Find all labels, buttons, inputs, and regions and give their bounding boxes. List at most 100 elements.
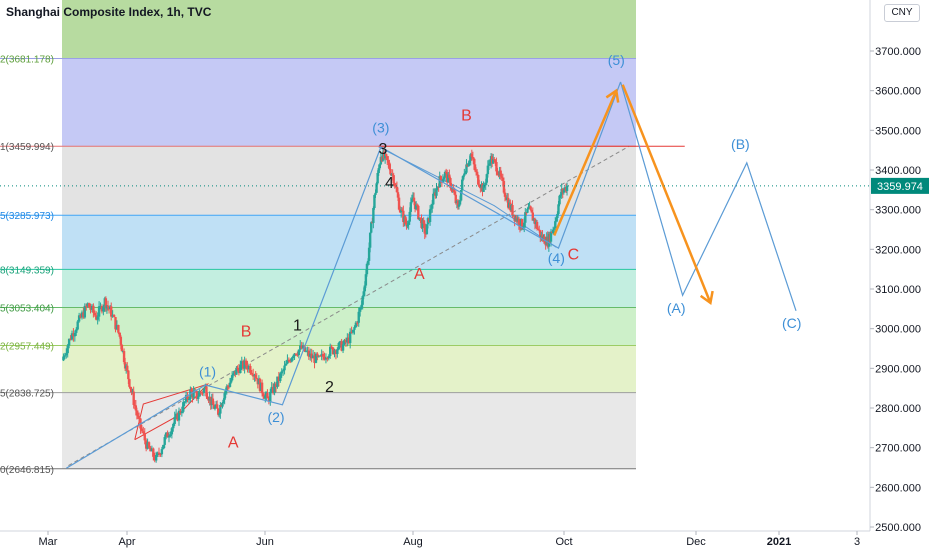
candle-body (186, 394, 189, 400)
candle-body (254, 375, 257, 378)
candle-body (341, 344, 345, 351)
candle-body (373, 194, 376, 209)
candle-body (154, 455, 158, 461)
candle-body (483, 184, 486, 186)
wave-label-blue: (C) (782, 315, 801, 331)
candle-body (402, 210, 405, 223)
candle-body (388, 162, 391, 170)
x-axis-tick-label: Aug (403, 536, 423, 548)
candle-body (301, 345, 305, 349)
candle-body (130, 389, 133, 393)
x-axis-tick-label: Dec (686, 536, 706, 548)
candle-body (134, 405, 138, 411)
fib-band (62, 58, 636, 147)
candle-body (306, 350, 309, 352)
candle-body (317, 355, 320, 357)
candle-body (562, 189, 566, 193)
candle-body (314, 353, 318, 363)
candle-body (169, 434, 172, 436)
candle-body (213, 406, 217, 409)
drawings-layer (68, 145, 685, 466)
candle-body (146, 442, 149, 449)
candle-body (354, 322, 358, 328)
candle-body (511, 205, 514, 216)
candle-body (556, 213, 559, 219)
orange-arrow-head (699, 290, 714, 306)
candle-body (478, 184, 481, 187)
fib-band (62, 345, 636, 393)
candle-body (118, 332, 121, 337)
candle-body (192, 391, 195, 398)
candle-body (83, 305, 87, 318)
candle-body (67, 338, 71, 346)
candle-body (296, 354, 299, 356)
candle-body (395, 186, 399, 193)
candle-body (458, 200, 462, 205)
candle-body (293, 353, 296, 357)
candle-body (375, 183, 378, 193)
candle-body (76, 321, 79, 330)
candle-body (229, 380, 233, 383)
candle-body (227, 386, 231, 388)
candle-body (462, 175, 465, 180)
candle-body (167, 435, 171, 438)
candle-body (173, 416, 176, 424)
candle-body (464, 172, 467, 174)
candle-body (494, 160, 497, 162)
candle-body (482, 185, 485, 192)
candle-body (360, 304, 363, 308)
candle-body (459, 190, 463, 201)
candle-body (147, 442, 151, 448)
candle-body (366, 260, 370, 264)
candle-body (264, 395, 267, 399)
fib-level-label: 5(3053.404) (0, 303, 54, 314)
candle-body (363, 285, 367, 292)
candle-body (453, 192, 456, 195)
fib-band (62, 269, 636, 308)
y-axis-tick-label: 2700.000 (875, 443, 921, 455)
y-axis-tick-label: 2600.000 (875, 482, 921, 494)
candle-body (383, 153, 387, 159)
candle-body (176, 413, 179, 421)
fib-level-label: 2(3681.178) (0, 54, 54, 65)
candle-body (69, 338, 72, 340)
candle-body (377, 168, 380, 173)
candle-body (87, 303, 91, 308)
candle-body (291, 356, 295, 358)
candle-body (324, 357, 328, 360)
candle-body (350, 331, 353, 333)
candle-body (300, 345, 303, 349)
candle-body (182, 402, 185, 412)
candle-body (316, 353, 319, 357)
candle-body (273, 383, 276, 394)
candle-body (73, 332, 77, 337)
currency-button[interactable]: CNY (884, 4, 920, 22)
candle-body (266, 393, 269, 399)
wave-label-blue: (B) (731, 136, 750, 152)
wave-label-black: 3 (379, 141, 388, 158)
candle-body (82, 312, 85, 318)
candle-body (247, 366, 251, 370)
candle-body (447, 174, 450, 183)
candle-body (329, 346, 332, 357)
candle-body (485, 174, 488, 183)
candle-body (281, 370, 285, 372)
candle-body (492, 158, 495, 164)
x-axis-tick-label: 2021 (767, 536, 791, 548)
candle-body (274, 383, 278, 387)
candle-body (344, 339, 348, 343)
candle-body (120, 344, 124, 352)
candle-body (374, 192, 377, 195)
candle-body (558, 195, 561, 205)
candle-body (469, 153, 472, 161)
candle-body (310, 353, 313, 359)
candle-body (429, 208, 433, 210)
candle-body (309, 353, 312, 357)
candle-body (340, 341, 343, 351)
candle-body (442, 177, 446, 180)
candle-body (343, 339, 346, 345)
candle-body (475, 171, 479, 175)
candle-body (474, 170, 478, 172)
candle-body (114, 317, 117, 330)
